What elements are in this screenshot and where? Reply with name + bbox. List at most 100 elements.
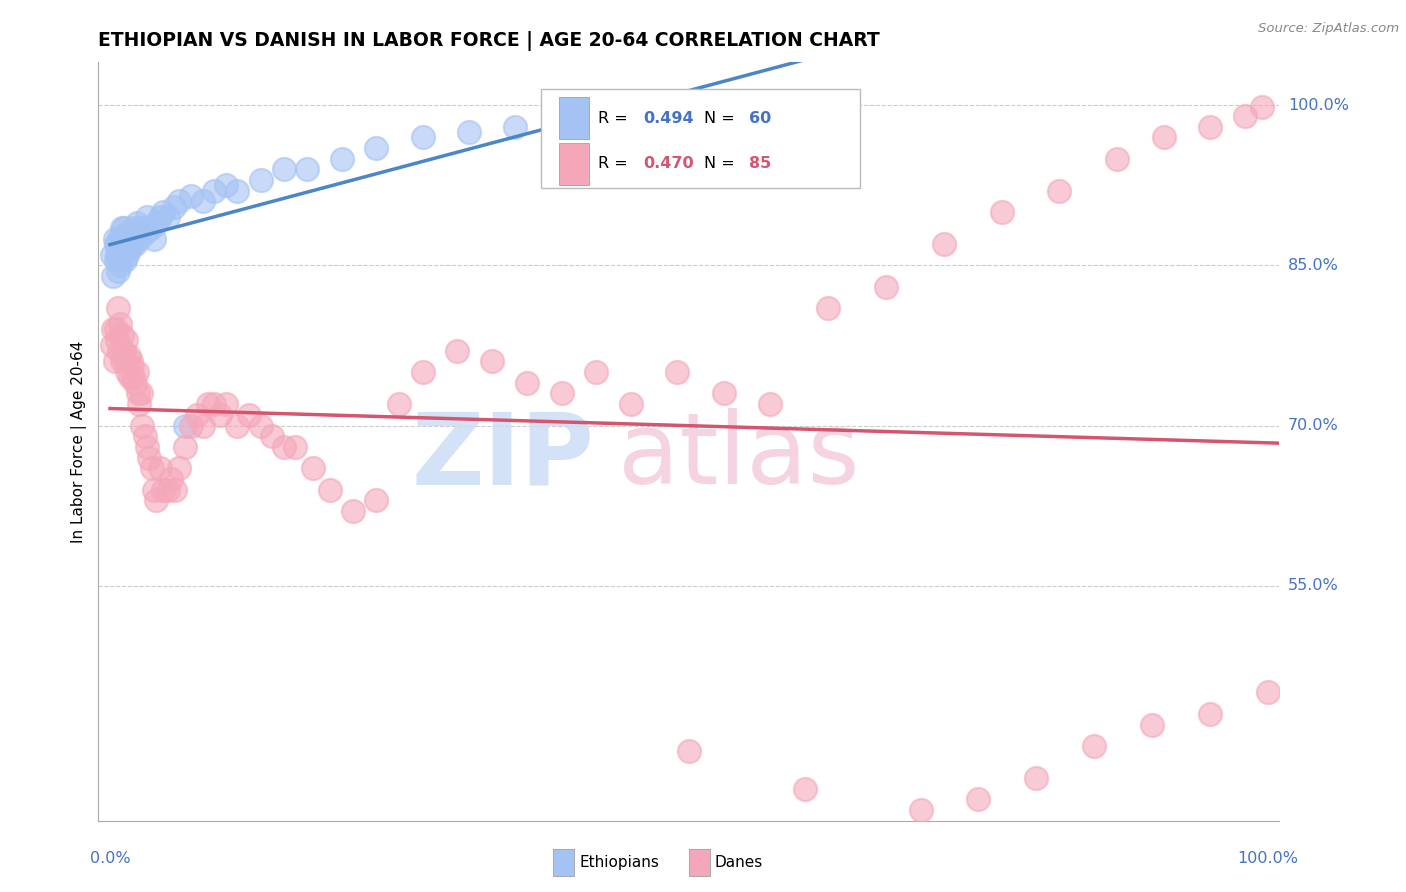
Point	[163, 200, 186, 214]
Point	[301, 461, 323, 475]
Point	[138, 450, 160, 465]
Point	[262, 429, 284, 443]
Text: 60: 60	[749, 111, 772, 126]
Point	[169, 194, 191, 209]
Point	[1199, 706, 1222, 721]
Y-axis label: In Labor Force | Age 20-64: In Labor Force | Age 20-64	[72, 341, 87, 542]
Text: Ethiopians: Ethiopians	[579, 855, 659, 870]
Point	[110, 317, 132, 331]
Point	[121, 237, 143, 252]
Text: N =: N =	[704, 111, 740, 126]
Point	[202, 184, 225, 198]
FancyBboxPatch shape	[541, 89, 860, 187]
Point	[124, 376, 146, 390]
FancyBboxPatch shape	[560, 143, 589, 185]
Point	[284, 440, 307, 454]
Point	[114, 232, 136, 246]
Point	[1049, 184, 1071, 198]
Point	[105, 333, 128, 347]
Point	[180, 418, 202, 433]
Point	[1083, 739, 1105, 753]
Point	[163, 483, 186, 497]
Point	[108, 232, 131, 246]
Point	[121, 359, 143, 374]
Point	[1107, 152, 1129, 166]
Point	[793, 781, 815, 796]
Point	[249, 418, 271, 433]
Point	[105, 247, 128, 261]
Point	[104, 322, 127, 336]
Point	[169, 461, 191, 475]
Point	[115, 333, 138, 347]
Point	[125, 216, 148, 230]
Point	[136, 440, 159, 454]
Point	[967, 792, 990, 806]
Point	[1153, 130, 1175, 145]
Point	[107, 263, 129, 277]
Point	[112, 343, 135, 358]
Point	[104, 237, 127, 252]
Point	[110, 354, 132, 368]
Point	[143, 232, 166, 246]
Point	[295, 162, 318, 177]
Point	[145, 493, 167, 508]
Point	[208, 408, 231, 422]
FancyBboxPatch shape	[560, 97, 589, 139]
Point	[366, 493, 388, 508]
Point	[562, 111, 585, 125]
Point	[124, 237, 146, 252]
Point	[249, 173, 271, 187]
Point	[149, 461, 172, 475]
Point	[103, 322, 125, 336]
Point	[129, 221, 152, 235]
Point	[366, 141, 388, 155]
Point	[678, 744, 700, 758]
Point	[111, 247, 134, 261]
Point	[110, 258, 132, 272]
Point	[139, 221, 162, 235]
Point	[136, 211, 159, 225]
Point	[128, 397, 150, 411]
Point	[115, 232, 138, 246]
Text: 0.494: 0.494	[643, 111, 693, 126]
Text: 85: 85	[749, 156, 772, 171]
Point	[122, 370, 145, 384]
Point	[107, 237, 129, 252]
Point	[215, 178, 238, 193]
Point	[110, 221, 132, 235]
Point	[108, 252, 131, 267]
Point	[191, 194, 214, 209]
Point	[550, 386, 572, 401]
FancyBboxPatch shape	[553, 848, 575, 876]
Point	[174, 440, 197, 454]
Point	[107, 301, 129, 315]
Point	[134, 227, 156, 241]
Text: 0.0%: 0.0%	[90, 851, 131, 866]
Point	[114, 354, 136, 368]
Text: 100.0%: 100.0%	[1237, 851, 1298, 866]
Point	[458, 125, 481, 139]
Point	[112, 237, 135, 252]
Point	[131, 418, 153, 433]
Point	[330, 152, 353, 166]
Text: R =: R =	[598, 156, 633, 171]
Point	[143, 483, 166, 497]
Point	[759, 397, 782, 411]
Text: atlas: atlas	[619, 409, 859, 505]
Point	[128, 232, 150, 246]
Point	[127, 386, 149, 401]
Point	[117, 365, 139, 379]
Text: ETHIOPIAN VS DANISH IN LABOR FORCE | AGE 20-64 CORRELATION CHART: ETHIOPIAN VS DANISH IN LABOR FORCE | AGE…	[98, 30, 880, 51]
Point	[117, 227, 139, 241]
Point	[273, 162, 295, 177]
Point	[197, 397, 219, 411]
Point	[118, 243, 141, 257]
Point	[104, 232, 127, 246]
Point	[156, 211, 179, 225]
Point	[875, 279, 897, 293]
Point	[118, 370, 141, 384]
Point	[101, 247, 124, 261]
Point	[1233, 109, 1256, 123]
Point	[180, 189, 202, 203]
Point	[152, 483, 174, 497]
